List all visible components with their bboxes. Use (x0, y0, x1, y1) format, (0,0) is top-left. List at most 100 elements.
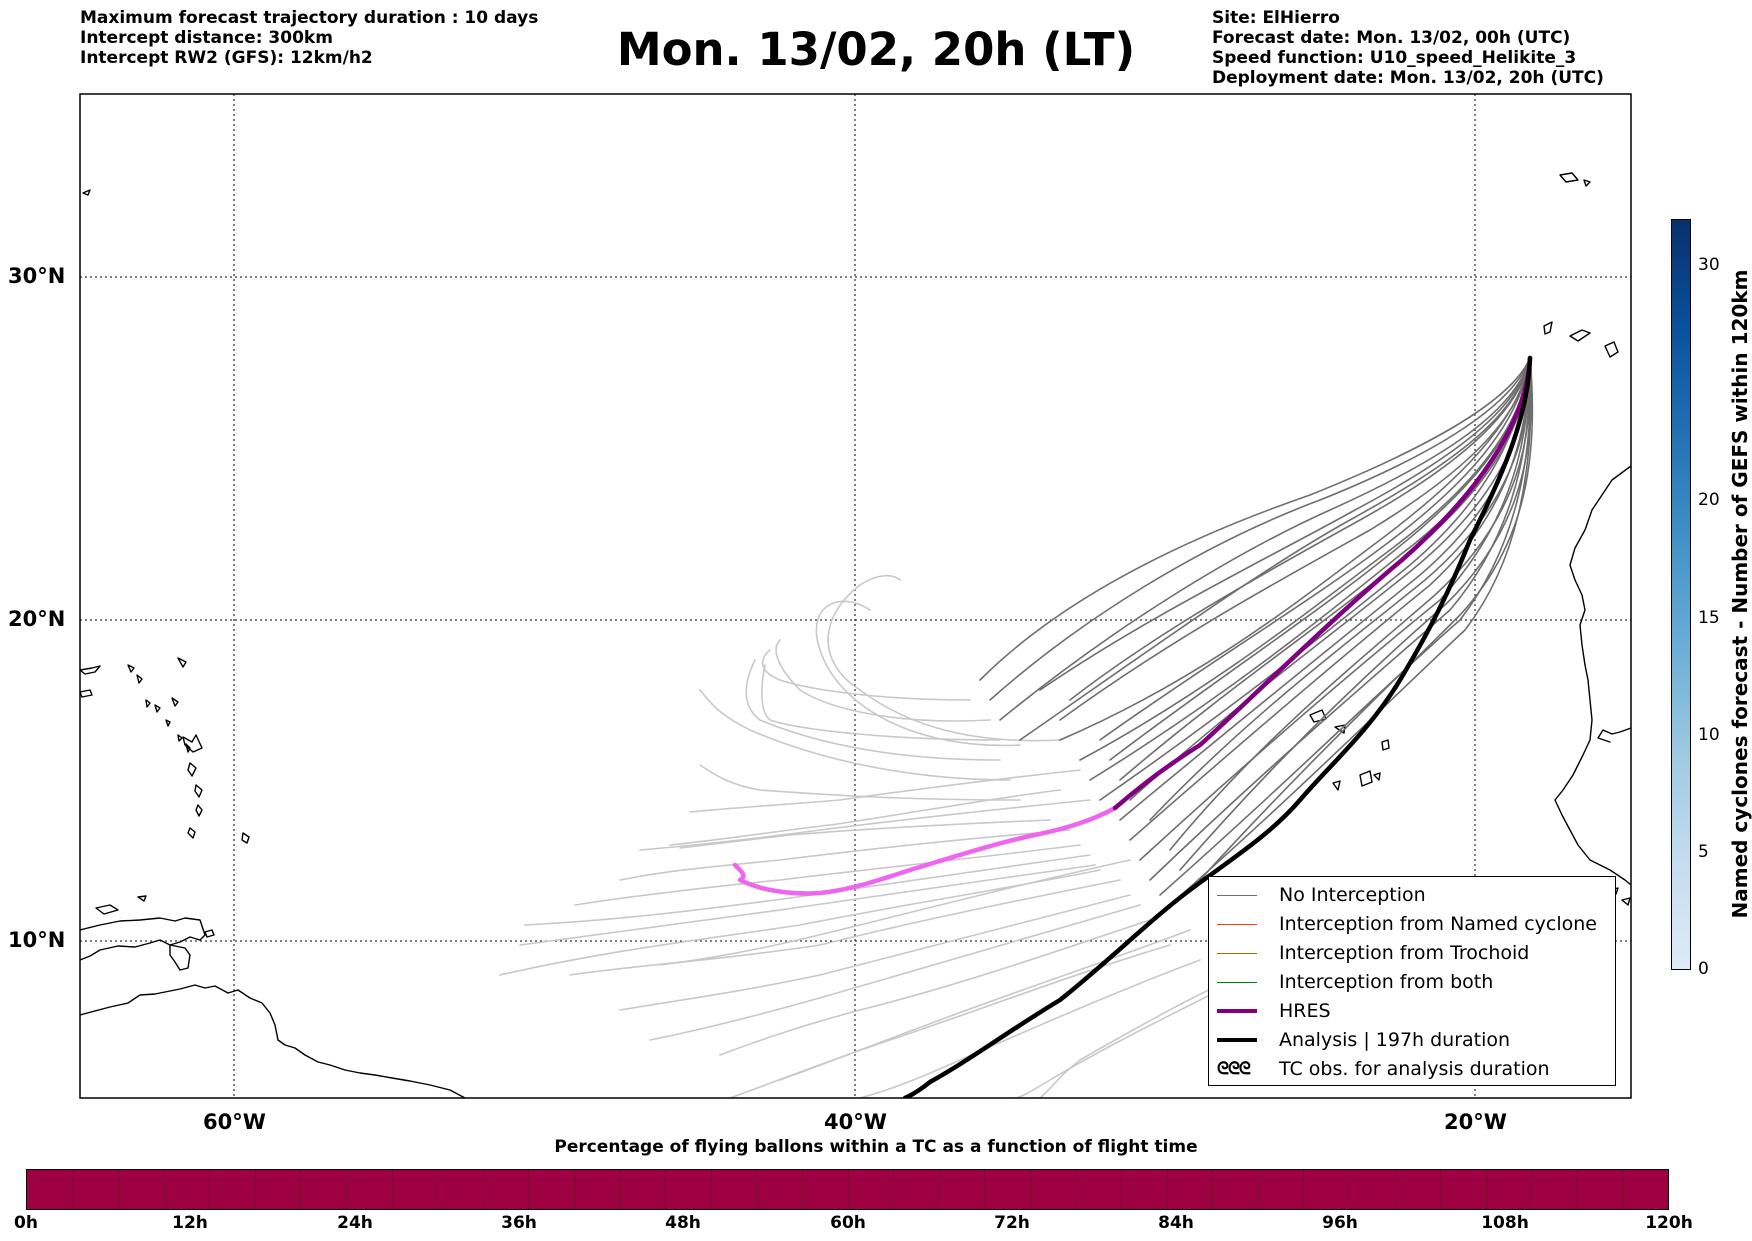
colorbar-segment-divider (938, 1170, 940, 1209)
barbuda (171, 697, 179, 707)
lat-label-30n: 30°N (8, 264, 66, 288)
colorbar-tick: 20 (1698, 490, 1720, 510)
colorbar-segment-divider (209, 1170, 211, 1209)
legend-item-no-interception: No Interception (1217, 882, 1426, 908)
legend-label: Interception from Named cyclone (1279, 913, 1597, 935)
flight-time-caption: Percentage of flying ballons within a TC… (554, 1137, 1198, 1157)
bissagos-2 (1621, 897, 1631, 906)
margarita (137, 895, 147, 902)
flight-time-tick: 72h (994, 1213, 1030, 1233)
legend-label: Analysis | 197h duration (1279, 1029, 1511, 1051)
legend-item-hres: HRES (1217, 998, 1331, 1024)
faded-ensemble-trajectories (499, 574, 1301, 1098)
canary-islands-3 (1604, 341, 1619, 358)
colorbar-segment-divider (1622, 1170, 1624, 1209)
site-text: Site: ElHierro (1212, 8, 1340, 28)
legend-item-trochoid: Interception from Trochoid (1217, 940, 1529, 966)
lat-label-20n: 20°N (8, 607, 66, 631)
leeward-4 (154, 704, 161, 713)
colorbar-segment-divider (756, 1170, 758, 1209)
colorbar-segment-divider (619, 1170, 621, 1209)
legend-swatch-gray (1217, 894, 1257, 896)
leeward-2 (136, 674, 143, 684)
madeira-2 (1583, 179, 1591, 187)
tobago (204, 929, 215, 938)
cyclone-symbols-icon: ᘓᘓᘓ (1217, 1059, 1251, 1079)
paria-coast (80, 917, 206, 961)
colorbar-segment-divider (1303, 1170, 1305, 1209)
colorbar-segment-divider (1120, 1170, 1122, 1209)
colorbar-segment-divider (1212, 1170, 1214, 1209)
puerto-rico-tip (80, 689, 93, 698)
colorbar-segment-divider (391, 1170, 393, 1209)
colorbar-segment-divider (984, 1170, 986, 1209)
flight-time-tick: 96h (1322, 1213, 1358, 1233)
page-title: Mon. 13/02, 20h (LT) (616, 23, 1136, 76)
colorbar-segment-divider (1531, 1170, 1533, 1209)
colorbar-segment-divider (1348, 1170, 1350, 1209)
cape-verde-3 (1381, 739, 1390, 751)
grenada (187, 827, 196, 839)
lesser-antilles-guadeloupe (182, 734, 203, 753)
colorbar-tick: 10 (1698, 725, 1720, 745)
abc-islands (95, 904, 119, 915)
virgin-islands (80, 665, 101, 675)
legend-label: Interception from both (1279, 971, 1494, 993)
flight-time-tick: 108h (1481, 1213, 1529, 1233)
st-lucia (194, 784, 203, 798)
barbados (241, 832, 250, 844)
colorbar-segment-divider (1485, 1170, 1487, 1209)
legend-swatch-purple (1217, 1009, 1257, 1013)
hres-trajectory-faded (732, 805, 1118, 896)
legend-item-tc-obs: ᘓᘓᘓ TC obs. for analysis duration (1217, 1056, 1550, 1082)
colorbar-segment-divider (118, 1170, 120, 1209)
trinidad (169, 944, 191, 971)
colorbar-segment-divider (482, 1170, 484, 1209)
hres-trajectory (1112, 355, 1533, 811)
leeward-1 (127, 664, 135, 673)
flight-time-tick: 24h (337, 1213, 373, 1233)
colorbar-segment-divider (665, 1170, 667, 1209)
coastlines (80, 172, 1631, 1098)
leeward-6 (177, 734, 183, 742)
colorbar-segment-divider (1257, 1170, 1259, 1209)
forecast-date-text: Forecast date: Mon. 13/02, 00h (UTC) (1212, 28, 1571, 48)
colorbar-tick: 5 (1698, 842, 1709, 862)
cape-verde-5 (1332, 780, 1341, 791)
flight-time-tick: 36h (501, 1213, 537, 1233)
colorbar-segment-divider (346, 1170, 348, 1209)
colorbar-segment-divider (893, 1170, 895, 1209)
legend-label: HRES (1279, 1000, 1331, 1022)
lon-label-60w: 60°W (203, 1110, 266, 1134)
flight-time-tick: 84h (1158, 1213, 1194, 1233)
cyclone-count-colorbar (1671, 219, 1691, 970)
legend-label: No Interception (1279, 884, 1426, 906)
ensemble-trajectories (979, 357, 1534, 906)
dominica (185, 743, 191, 753)
site-info: Site: ElHierro Forecast date: Mon. 13/02… (1212, 8, 1604, 88)
flight-time-tick: 60h (830, 1213, 866, 1233)
legend-label: TC obs. for analysis duration (1279, 1058, 1550, 1080)
bermuda (82, 189, 91, 196)
colorbar-segment-divider (300, 1170, 302, 1209)
lon-label-20w: 20°W (1444, 1110, 1507, 1134)
legend-item-both: Interception from both (1217, 969, 1493, 995)
colorbar-label: Named cyclones forecast - Number of GEFS… (1728, 269, 1752, 919)
cape-verde-4 (1359, 770, 1373, 787)
colorbar-segment-divider (528, 1170, 530, 1209)
intercept-rw2-text: Intercept RW2 (GFS): 12km/h2 (80, 48, 373, 68)
legend-swatch-olive (1217, 952, 1257, 954)
colorbar-segment-divider (1166, 1170, 1168, 1209)
colorbar-tick: 30 (1698, 255, 1720, 275)
colorbar-segment-divider (573, 1170, 575, 1209)
st-vincent (195, 804, 203, 817)
colorbar-segment-divider (847, 1170, 849, 1209)
leeward-3 (145, 699, 151, 708)
flight-time-tick: 12h (172, 1213, 208, 1233)
flight-time-colorbar (26, 1169, 1669, 1210)
cape-verde-6 (1373, 772, 1381, 781)
leeward-5 (165, 719, 171, 727)
colorbar-segment-divider (710, 1170, 712, 1209)
lon-label-40w: 40°W (824, 1110, 887, 1134)
flight-time-tick: 48h (665, 1213, 701, 1233)
